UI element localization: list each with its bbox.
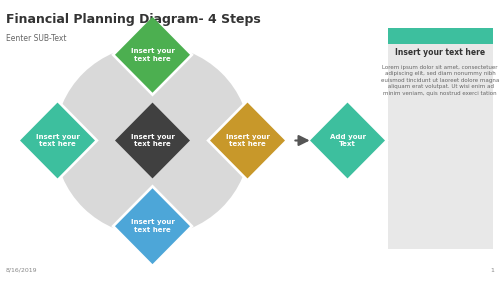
Polygon shape: [115, 17, 190, 93]
Polygon shape: [20, 103, 95, 178]
Text: Insert your
text here: Insert your text here: [36, 134, 80, 147]
Polygon shape: [210, 103, 285, 178]
Text: Insert your text here: Insert your text here: [395, 48, 485, 57]
Text: Financial Planning Diagram- 4 Steps: Financial Planning Diagram- 4 Steps: [6, 13, 261, 26]
Polygon shape: [115, 188, 190, 264]
Text: Insert your
text here: Insert your text here: [130, 219, 174, 233]
Text: 1: 1: [490, 268, 494, 273]
Polygon shape: [111, 184, 194, 268]
Polygon shape: [206, 99, 289, 182]
Text: 8/16/2019: 8/16/2019: [6, 268, 38, 273]
Text: Add your
Text: Add your Text: [330, 134, 366, 147]
Bar: [388, 28, 492, 44]
Text: Insert your
text here: Insert your text here: [130, 134, 174, 147]
Polygon shape: [306, 99, 389, 182]
Polygon shape: [16, 99, 99, 182]
Bar: [388, 44, 492, 249]
Ellipse shape: [55, 45, 250, 236]
Ellipse shape: [85, 74, 220, 207]
Text: Insert your
text here: Insert your text here: [226, 134, 270, 147]
Ellipse shape: [115, 104, 190, 177]
Text: Eenter SUB-Text: Eenter SUB-Text: [6, 34, 66, 43]
Polygon shape: [111, 13, 194, 97]
Text: Lorem ipsum dolor sit amet, consectetuer
adipiscing elit, sed diam nonummy nibh
: Lorem ipsum dolor sit amet, consectetuer…: [381, 65, 499, 96]
Text: Insert your
text here: Insert your text here: [130, 48, 174, 62]
Polygon shape: [310, 103, 385, 178]
Polygon shape: [115, 103, 190, 178]
